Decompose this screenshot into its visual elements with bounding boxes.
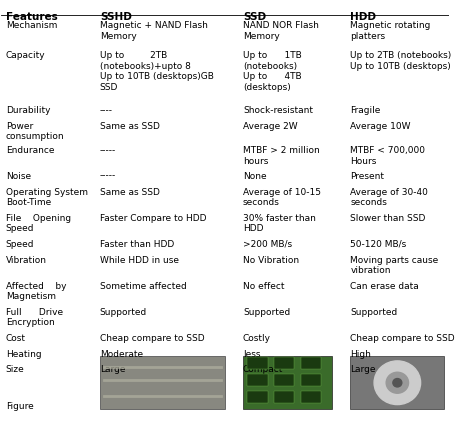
Text: High: High	[350, 350, 371, 359]
Text: Faster Compare to HDD: Faster Compare to HDD	[100, 214, 206, 222]
Text: Speed: Speed	[6, 240, 34, 249]
Text: Moving parts cause
vibration: Moving parts cause vibration	[350, 255, 438, 275]
Text: Average 10W: Average 10W	[350, 122, 411, 131]
Text: Shock-resistant: Shock-resistant	[243, 106, 313, 115]
Circle shape	[386, 372, 409, 393]
FancyBboxPatch shape	[301, 374, 321, 386]
Text: Faster than HDD: Faster than HDD	[100, 240, 174, 249]
Text: Noise: Noise	[6, 172, 31, 181]
Text: Supported: Supported	[243, 308, 290, 317]
Text: No effect: No effect	[243, 282, 284, 291]
Text: File    Opening
Speed: File Opening Speed	[6, 214, 71, 233]
Text: Full      Drive
Encryption: Full Drive Encryption	[6, 308, 63, 327]
Text: >200 MB/s: >200 MB/s	[243, 240, 292, 249]
FancyBboxPatch shape	[247, 357, 268, 369]
Text: Average 2W: Average 2W	[243, 122, 298, 131]
FancyBboxPatch shape	[350, 357, 444, 409]
FancyBboxPatch shape	[301, 357, 321, 369]
Text: Figure: Figure	[6, 402, 34, 411]
Text: ----: ----	[100, 106, 113, 115]
Text: No Vibration: No Vibration	[243, 255, 299, 265]
Text: Compact: Compact	[243, 365, 283, 374]
Text: Cost: Cost	[6, 334, 26, 343]
FancyBboxPatch shape	[247, 391, 268, 403]
Text: Magnetic + NAND Flash
Memory: Magnetic + NAND Flash Memory	[100, 21, 208, 41]
Text: SSD: SSD	[243, 12, 266, 22]
Text: Average of 10-15
seconds: Average of 10-15 seconds	[243, 187, 321, 207]
FancyBboxPatch shape	[274, 374, 294, 386]
Text: Affected    by
Magnetism: Affected by Magnetism	[6, 282, 66, 301]
Text: Endurance: Endurance	[6, 146, 55, 155]
Text: Moderate: Moderate	[100, 350, 143, 359]
Text: Fragile: Fragile	[350, 106, 381, 115]
Text: While HDD in use: While HDD in use	[100, 255, 179, 265]
Text: HDD: HDD	[350, 12, 376, 22]
Circle shape	[393, 379, 402, 387]
Text: None: None	[243, 172, 266, 181]
Text: Sometime affected: Sometime affected	[100, 282, 187, 291]
FancyBboxPatch shape	[301, 391, 321, 403]
Text: Average of 30-40
seconds: Average of 30-40 seconds	[350, 187, 428, 207]
Text: Large: Large	[350, 365, 376, 374]
Text: Up to         2TB
(notebooks)+upto 8
Up to 10TB (desktops)GB
SSD: Up to 2TB (notebooks)+upto 8 Up to 10TB …	[100, 52, 214, 92]
Text: Same as SSD: Same as SSD	[100, 122, 160, 131]
Circle shape	[374, 361, 420, 404]
Text: 30% faster than
HDD: 30% faster than HDD	[243, 214, 316, 233]
Text: NAND NOR Flash
Memory: NAND NOR Flash Memory	[243, 21, 319, 41]
Text: Mechanism: Mechanism	[6, 21, 57, 30]
FancyBboxPatch shape	[243, 357, 332, 409]
Text: Cheap compare to SSD: Cheap compare to SSD	[350, 334, 455, 343]
Text: -----: -----	[100, 146, 116, 155]
Text: Power
consumption: Power consumption	[6, 122, 64, 141]
Text: Cheap compare to SSD: Cheap compare to SSD	[100, 334, 204, 343]
Text: Can erase data: Can erase data	[350, 282, 419, 291]
Text: MTBF > 2 million
hours: MTBF > 2 million hours	[243, 146, 320, 166]
Text: SSHD: SSHD	[100, 12, 132, 22]
Text: Up to      1TB
(notebooks)
Up to      4TB
(desktops): Up to 1TB (notebooks) Up to 4TB (desktop…	[243, 52, 302, 92]
Text: MTBF < 700,000
Hours: MTBF < 700,000 Hours	[350, 146, 425, 166]
FancyBboxPatch shape	[274, 391, 294, 403]
Text: Supported: Supported	[100, 308, 147, 317]
Text: Supported: Supported	[350, 308, 398, 317]
Text: Vibration: Vibration	[6, 255, 47, 265]
Text: Large: Large	[100, 365, 125, 374]
Text: 50-120 MB/s: 50-120 MB/s	[350, 240, 407, 249]
Text: Up to 2TB (notebooks)
Up to 10TB (desktops): Up to 2TB (notebooks) Up to 10TB (deskto…	[350, 52, 452, 71]
Text: -----: -----	[100, 172, 116, 181]
FancyBboxPatch shape	[247, 374, 268, 386]
Text: Costly: Costly	[243, 334, 271, 343]
Text: less: less	[243, 350, 261, 359]
Text: Present: Present	[350, 172, 384, 181]
Text: Features: Features	[6, 12, 58, 22]
Text: Operating System
Boot-Time: Operating System Boot-Time	[6, 187, 88, 207]
Text: Size: Size	[6, 365, 25, 374]
FancyBboxPatch shape	[274, 357, 294, 369]
FancyBboxPatch shape	[100, 357, 225, 409]
Text: Heating: Heating	[6, 350, 42, 359]
Text: Same as SSD: Same as SSD	[100, 187, 160, 197]
Text: Durability: Durability	[6, 106, 50, 115]
Text: Magnetic rotating
platters: Magnetic rotating platters	[350, 21, 431, 41]
Text: Capacity: Capacity	[6, 52, 46, 60]
Text: Slower than SSD: Slower than SSD	[350, 214, 426, 222]
